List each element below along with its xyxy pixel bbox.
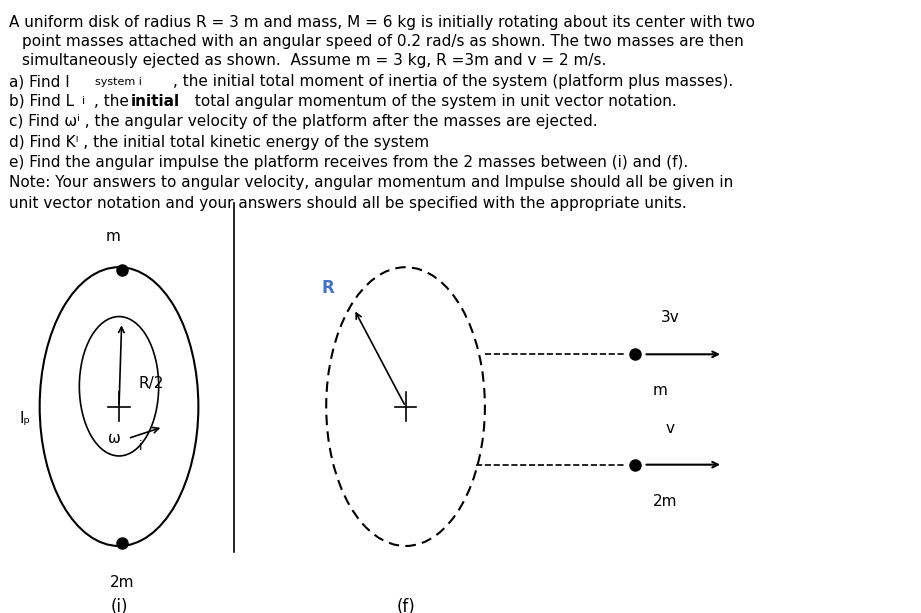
Text: i: i: [82, 96, 85, 106]
Text: R: R: [321, 280, 334, 297]
Text: b) Find L: b) Find L: [9, 94, 74, 109]
Text: A uniform disk of radius R = 3 m and mass, M = 6 kg is initially rotating about : A uniform disk of radius R = 3 m and mas…: [9, 15, 755, 29]
Text: e) Find the angular impulse the platform receives from the 2 masses between (i) : e) Find the angular impulse the platform…: [9, 155, 688, 170]
Text: simultaneously ejected as shown.  Assume m = 3 kg, R =3m and v = 2 m/s.: simultaneously ejected as shown. Assume …: [22, 53, 606, 68]
Text: 2m: 2m: [110, 575, 134, 590]
Text: (f): (f): [396, 598, 415, 613]
Text: i: i: [139, 440, 143, 452]
Text: Iₚ: Iₚ: [19, 411, 31, 425]
Text: total angular momentum of the system in unit vector notation.: total angular momentum of the system in …: [191, 94, 677, 109]
Text: 3v: 3v: [660, 310, 680, 326]
Text: unit vector notation and your answers should all be specified with the appropria: unit vector notation and your answers sh…: [9, 196, 686, 211]
Text: initial: initial: [131, 94, 180, 109]
Text: , the initial total moment of inertia of the system (platform plus masses).: , the initial total moment of inertia of…: [173, 74, 733, 89]
Text: point masses attached with an angular speed of 0.2 rad/s as shown. The two masse: point masses attached with an angular sp…: [22, 34, 744, 48]
Text: m: m: [652, 383, 668, 398]
Text: R/2: R/2: [138, 376, 164, 391]
Text: system i: system i: [95, 77, 142, 86]
Text: c) Find ωⁱ , the angular velocity of the platform after the masses are ejected.: c) Find ωⁱ , the angular velocity of the…: [9, 115, 598, 129]
Text: , the: , the: [94, 94, 134, 109]
Text: ω: ω: [109, 431, 121, 446]
Text: d) Find Kᴵ , the initial total kinetic energy of the system: d) Find Kᴵ , the initial total kinetic e…: [9, 135, 429, 150]
Text: 2m: 2m: [652, 493, 677, 509]
Text: Note: Your answers to angular velocity, angular momentum and Impulse should all : Note: Your answers to angular velocity, …: [9, 175, 733, 191]
Text: m: m: [105, 229, 121, 244]
Text: v: v: [666, 421, 674, 436]
Text: (i): (i): [111, 598, 128, 613]
Text: a) Find I: a) Find I: [9, 74, 70, 89]
